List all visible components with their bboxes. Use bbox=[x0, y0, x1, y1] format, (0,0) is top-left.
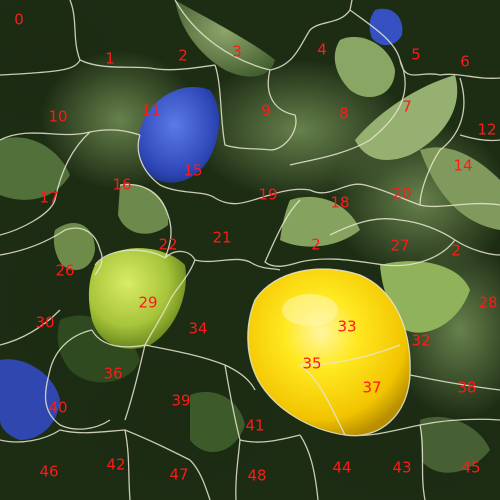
segmented-image: 0 1 2 3 4 5 6 7 8 9 10 11 12 14 15 16 17… bbox=[0, 0, 500, 500]
lemon-tree-photo bbox=[0, 0, 500, 500]
